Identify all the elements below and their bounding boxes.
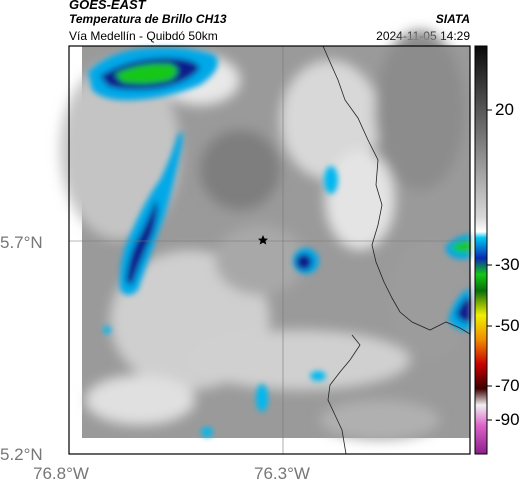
- border-line: [322, 45, 471, 455]
- colorbar-label: -90: [495, 410, 520, 429]
- product-title: Temperatura de Brillo CH13: [69, 12, 227, 26]
- map-frame: [68, 45, 471, 455]
- location-label: Vía Medellín - Quibdó 50km: [69, 29, 218, 43]
- lat-label: 5.7°N: [0, 233, 43, 252]
- colorbar: [474, 45, 488, 455]
- agency-label: SIATA: [435, 12, 470, 26]
- colorbar-label: 20: [495, 100, 514, 119]
- cold-clouds: [88, 47, 470, 437]
- star-icon: [258, 235, 268, 245]
- lon-label: 76.3°W: [254, 464, 310, 483]
- grey-field: [60, 30, 470, 440]
- colorbar-label: -30: [495, 255, 520, 274]
- lon-label: 76.8°W: [33, 464, 89, 483]
- colorbar-label: -50: [495, 316, 520, 335]
- lat-label: 5.2°N: [0, 445, 43, 464]
- colorbar-label: -70: [495, 376, 520, 395]
- satellite-title: GOES-EAST: [69, 0, 146, 12]
